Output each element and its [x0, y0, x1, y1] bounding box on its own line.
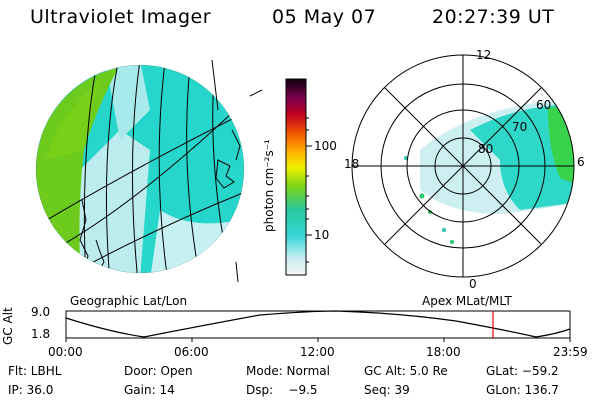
geographic-panel-label: Geographic Lat/Lon — [70, 294, 188, 308]
mlat-70-label: 70 — [512, 120, 528, 134]
x-tick-0600: 06:00 — [174, 345, 209, 359]
time-label: 20:27:39 UT — [432, 6, 555, 28]
mlat-80-label: 80 — [478, 142, 494, 156]
glat-status: GLat: −59.2 — [486, 364, 559, 378]
altitude-plot — [65, 310, 571, 342]
mlt-18-label: 18 — [344, 157, 360, 171]
x-tick-1200: 12:00 — [300, 345, 335, 359]
altitude-y-bottom: 1.8 — [31, 327, 51, 341]
altitude-axis-label: GC Alt — [1, 307, 15, 345]
mlt-12-label: 12 — [476, 48, 492, 62]
gain-status: Gain: 14 — [124, 383, 175, 397]
altitude-y-top: 9.0 — [31, 305, 51, 319]
x-tick-2359: 23:59 — [553, 345, 588, 359]
colorbar-tick-10: 10 — [314, 228, 330, 242]
polar-plot — [351, 54, 575, 278]
dsp-status: Dsp: −9.5 — [246, 383, 318, 397]
geographic-globe — [35, 59, 263, 283]
colorbar-unit-label: photon cm⁻²s⁻¹ — [262, 139, 276, 232]
x-tick-0000: 00:00 — [48, 345, 83, 359]
date-label: 05 May 07 — [272, 6, 377, 28]
mlat-60-label: 60 — [536, 98, 552, 112]
app-title: Ultraviolet Imager — [30, 6, 212, 28]
filter-status: Flt: LBHL — [8, 364, 62, 378]
gc-alt-status: GC Alt: 5.0 Re — [364, 364, 448, 378]
door-status: Door: Open — [124, 364, 193, 378]
mlt-6-label: 6 — [577, 155, 585, 169]
x-tick-1800: 18:00 — [426, 345, 461, 359]
glon-status: GLon: 136.7 — [486, 383, 559, 397]
mlt-0-label: 0 — [469, 277, 477, 291]
mode-status: Mode: Normal — [246, 364, 330, 378]
color-scale-bar — [285, 78, 312, 276]
polar-panel-label: Apex MLat/MLT — [422, 294, 512, 308]
colorbar-tick-100: 100 — [314, 139, 337, 153]
ip-status: IP: 36.0 — [8, 383, 54, 397]
seq-status: Seq: 39 — [364, 383, 410, 397]
